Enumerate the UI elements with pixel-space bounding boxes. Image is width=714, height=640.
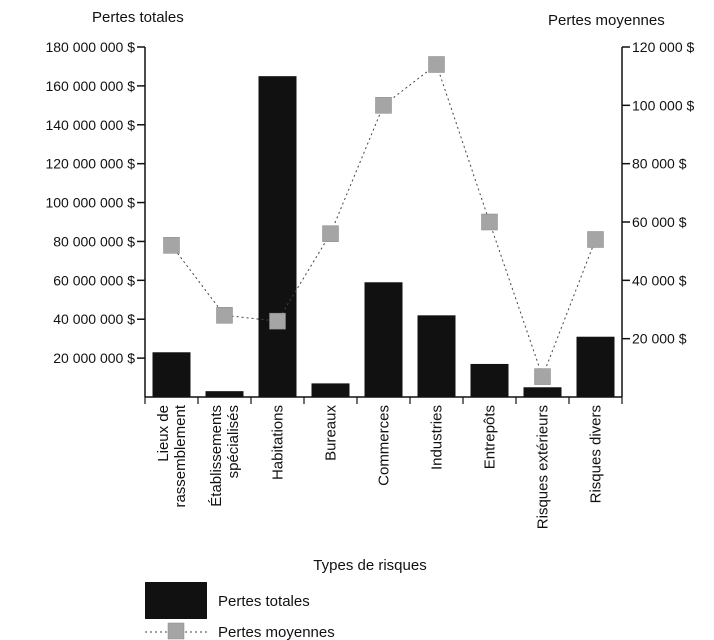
left-tick-label: 180 000 000 $ <box>45 39 135 55</box>
category-label: Établissementsspécialisés <box>208 405 242 507</box>
left-tick-label: 100 000 000 $ <box>45 195 135 211</box>
right-tick-label: 80 000 $ <box>632 156 687 172</box>
right-axis-ticks: 20 000 $ 40 000 $ 60 000 $ 80 000 $ 100 000 … <box>622 39 694 347</box>
bar-pertes-totales <box>152 352 191 397</box>
bar-pertes-totales <box>417 315 456 397</box>
point-pertes-moyennes <box>216 307 233 324</box>
bar-pertes-totales <box>311 383 350 397</box>
right-tick-label: 20 000 $ <box>632 331 687 347</box>
right-tick-label: 40 000 $ <box>632 272 687 288</box>
left-axis-ticks: 20 000 000 $ 40 000 000 $ 60 000 000 $ 80 0… <box>45 39 145 366</box>
right-tick-label: 100 000 $ <box>632 97 694 113</box>
legend-bar-swatch <box>145 582 207 619</box>
bar-pertes-totales <box>205 391 244 397</box>
right-tick-label: 60 000 $ <box>632 214 687 230</box>
left-tick-label: 20 000 000 $ <box>53 350 135 366</box>
category-label: Industries <box>429 405 446 470</box>
left-tick-label: 80 000 000 $ <box>53 233 135 249</box>
right-axis-title: Pertes moyennes <box>548 12 665 29</box>
right-tick-label: 120 000 $ <box>632 39 694 55</box>
left-tick-label: 60 000 000 $ <box>53 272 135 288</box>
legend-marker-swatch <box>167 622 185 640</box>
legend: Pertes totales Pertes moyennes <box>145 582 335 640</box>
bar-pertes-totales <box>364 282 403 397</box>
bar-pertes-totales <box>576 336 615 397</box>
x-axis-ticks <box>144 397 623 404</box>
pertes-moyennes-points <box>163 56 604 385</box>
category-label: Entrepôts <box>482 405 499 469</box>
legend-label-pertes-moyennes: Pertes moyennes <box>218 624 335 640</box>
category-label: Risques divers <box>588 405 605 503</box>
point-pertes-moyennes <box>269 312 286 330</box>
point-pertes-moyennes <box>534 368 551 385</box>
bar-pertes-totales <box>258 76 297 398</box>
pertes-moyennes-line <box>171 63 596 379</box>
point-pertes-moyennes <box>587 231 604 248</box>
point-pertes-moyennes <box>163 237 180 254</box>
bar-pertes-totales <box>523 387 562 397</box>
category-labels: Lieux derassemblement Établissementsspéci… <box>155 404 605 529</box>
left-axis-title: Pertes totales <box>92 9 184 26</box>
category-label: Lieux derassemblement <box>155 404 189 507</box>
left-tick-label: 140 000 000 $ <box>45 117 135 133</box>
left-tick-label: 120 000 000 $ <box>45 156 135 172</box>
left-tick-label: 160 000 000 $ <box>45 78 135 94</box>
category-label: Risques extérieurs <box>535 405 552 529</box>
category-label: Habitations <box>270 405 287 480</box>
legend-label-pertes-totales: Pertes totales <box>218 593 310 610</box>
bar-series <box>152 76 615 398</box>
point-pertes-moyennes <box>481 213 498 231</box>
x-axis-title: Types de risques <box>313 557 426 574</box>
point-pertes-moyennes <box>322 225 339 242</box>
category-label: Commerces <box>376 405 393 486</box>
left-tick-label: 40 000 000 $ <box>53 311 135 327</box>
category-label: Bureaux <box>323 405 340 461</box>
bar-pertes-totales <box>470 363 509 397</box>
point-pertes-moyennes <box>428 56 445 73</box>
point-pertes-moyennes <box>375 97 392 114</box>
